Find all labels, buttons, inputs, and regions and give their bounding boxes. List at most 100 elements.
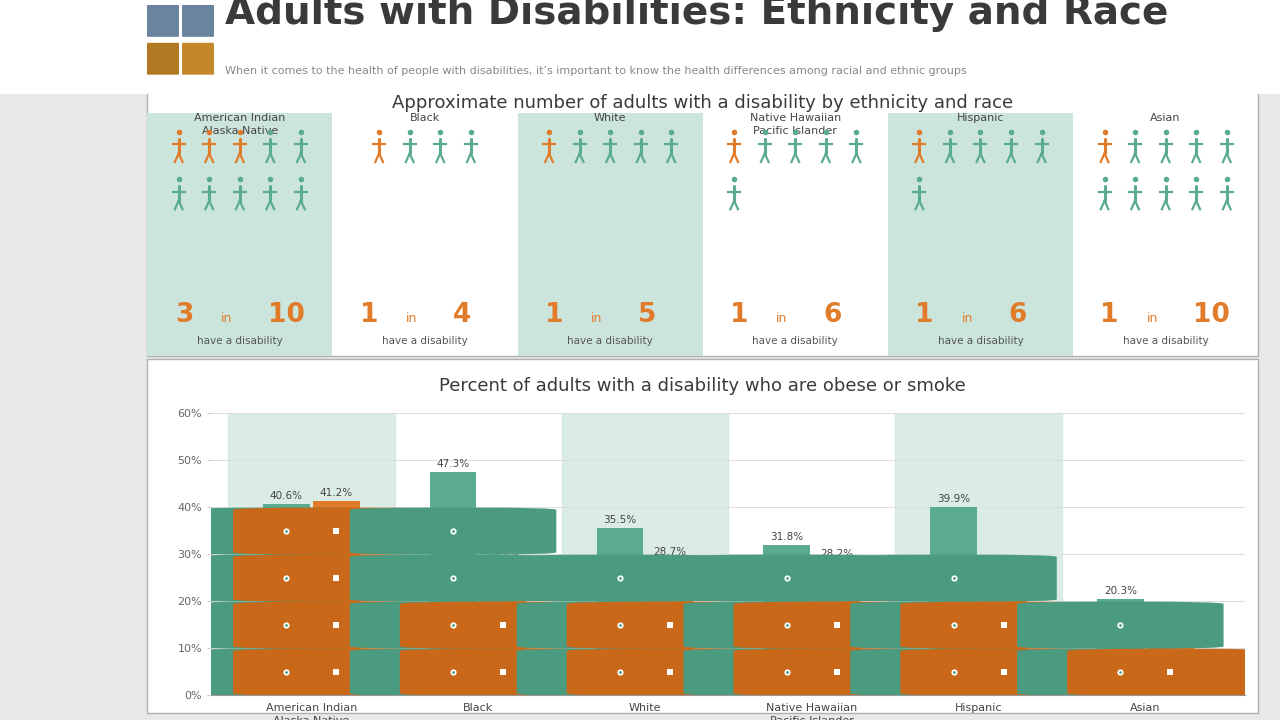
Text: 1: 1	[915, 302, 934, 328]
Text: in: in	[776, 312, 787, 325]
Bar	[480, 562, 526, 695]
Bar	[931, 507, 977, 695]
FancyBboxPatch shape	[517, 649, 723, 696]
Text: have a disability: have a disability	[197, 336, 283, 346]
FancyBboxPatch shape	[850, 602, 1057, 649]
Text: have a disability: have a disability	[1123, 336, 1208, 346]
Text: 1: 1	[545, 302, 563, 328]
Text: 12.8%: 12.8%	[1153, 622, 1187, 631]
Text: 1: 1	[1101, 302, 1119, 328]
Text: in: in	[220, 312, 232, 325]
FancyBboxPatch shape	[183, 554, 389, 602]
Bar	[596, 528, 644, 695]
Bar	[430, 472, 476, 695]
Bar	[980, 598, 1027, 695]
FancyBboxPatch shape	[517, 602, 723, 649]
Bar	[1097, 599, 1144, 695]
Bar	[262, 504, 310, 695]
FancyBboxPatch shape	[182, 42, 214, 75]
FancyBboxPatch shape	[182, 5, 214, 37]
FancyBboxPatch shape	[349, 554, 557, 602]
Text: 10: 10	[1193, 302, 1230, 328]
Bar	[763, 545, 810, 695]
Text: American Indian
Alaska Native: American Indian Alaska Native	[195, 113, 285, 136]
Text: 20.3%: 20.3%	[1103, 587, 1137, 596]
Bar	[228, 413, 394, 695]
FancyBboxPatch shape	[349, 649, 557, 696]
Text: Approximate number of adults with a disability by ethnicity and race: Approximate number of adults with a disa…	[392, 94, 1014, 112]
FancyBboxPatch shape	[1018, 649, 1224, 696]
FancyBboxPatch shape	[684, 602, 890, 649]
FancyBboxPatch shape	[233, 554, 439, 602]
FancyBboxPatch shape	[349, 508, 557, 554]
Bar	[646, 559, 694, 695]
Text: 1: 1	[360, 302, 379, 328]
FancyBboxPatch shape	[684, 649, 890, 696]
FancyBboxPatch shape	[684, 554, 890, 602]
Text: Asian: Asian	[1151, 113, 1181, 123]
Text: in: in	[406, 312, 417, 325]
Bar	[888, 113, 1073, 356]
Text: 6: 6	[1009, 302, 1027, 328]
FancyBboxPatch shape	[183, 508, 389, 554]
Bar	[562, 413, 728, 695]
Text: 4: 4	[453, 302, 471, 328]
Text: have a disability: have a disability	[383, 336, 467, 346]
Text: 41.2%: 41.2%	[320, 488, 353, 498]
FancyBboxPatch shape	[733, 649, 940, 696]
Text: 1: 1	[730, 302, 749, 328]
FancyBboxPatch shape	[850, 649, 1057, 696]
Text: 35.5%: 35.5%	[603, 515, 636, 525]
Text: have a disability: have a disability	[753, 336, 838, 346]
FancyBboxPatch shape	[567, 602, 773, 649]
FancyBboxPatch shape	[233, 602, 439, 649]
Text: have a disability: have a disability	[938, 336, 1023, 346]
FancyBboxPatch shape	[1068, 649, 1274, 696]
Text: have a disability: have a disability	[567, 336, 653, 346]
Bar	[813, 562, 860, 695]
Text: Native Hawaiian
Pacific Islander: Native Hawaiian Pacific Islander	[750, 113, 841, 136]
Text: in: in	[961, 312, 973, 325]
FancyBboxPatch shape	[147, 5, 179, 37]
FancyBboxPatch shape	[399, 602, 607, 649]
Text: 28.1%: 28.1%	[486, 550, 520, 559]
FancyBboxPatch shape	[900, 649, 1107, 696]
FancyBboxPatch shape	[399, 649, 607, 696]
Bar	[517, 113, 703, 356]
FancyBboxPatch shape	[349, 602, 557, 649]
Text: Hispanic: Hispanic	[956, 113, 1005, 123]
FancyBboxPatch shape	[183, 649, 389, 696]
Text: Adults with Disabilities: Ethnicity and Race: Adults with Disabilities: Ethnicity and …	[225, 0, 1169, 32]
FancyBboxPatch shape	[233, 508, 439, 554]
Text: 31.8%: 31.8%	[771, 532, 804, 542]
Bar	[147, 113, 333, 356]
Text: 28.2%: 28.2%	[820, 549, 854, 559]
Bar	[895, 413, 1062, 695]
Text: White: White	[594, 113, 626, 123]
Text: in: in	[1147, 312, 1158, 325]
Text: 3: 3	[175, 302, 193, 328]
Bar	[1147, 634, 1194, 695]
FancyBboxPatch shape	[567, 649, 773, 696]
Text: 28.7%: 28.7%	[653, 547, 686, 557]
Text: in: in	[591, 312, 603, 325]
FancyBboxPatch shape	[147, 42, 179, 75]
Text: 39.9%: 39.9%	[937, 495, 970, 504]
Text: 5: 5	[637, 302, 657, 328]
FancyBboxPatch shape	[733, 602, 940, 649]
FancyBboxPatch shape	[1018, 602, 1224, 649]
Bar	[312, 501, 360, 695]
Text: 10: 10	[268, 302, 305, 328]
Text: When it comes to the health of people with disabilities, it’s important to know : When it comes to the health of people wi…	[225, 66, 966, 76]
FancyBboxPatch shape	[183, 602, 389, 649]
Text: 47.3%: 47.3%	[436, 459, 470, 469]
Text: 6: 6	[823, 302, 841, 328]
FancyBboxPatch shape	[900, 602, 1107, 649]
Text: Black: Black	[410, 113, 440, 123]
FancyBboxPatch shape	[233, 649, 439, 696]
FancyBboxPatch shape	[850, 554, 1057, 602]
Text: 40.6%: 40.6%	[270, 491, 303, 501]
Text: Percent of adults with a disability who are obese or smoke: Percent of adults with a disability who …	[439, 377, 966, 395]
Text: 20.6%: 20.6%	[987, 585, 1020, 595]
FancyBboxPatch shape	[517, 554, 723, 602]
